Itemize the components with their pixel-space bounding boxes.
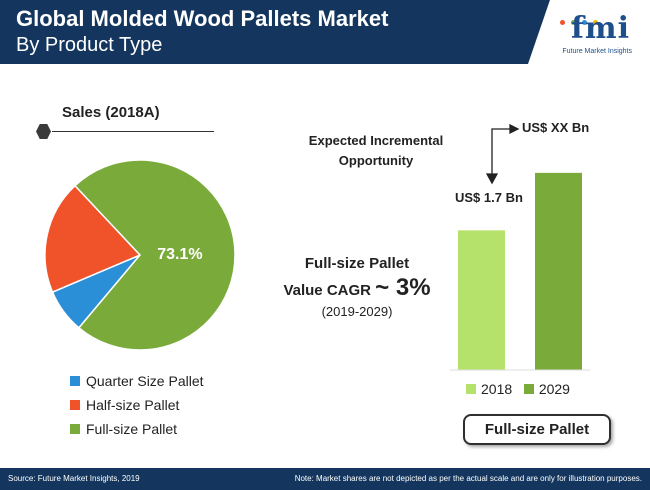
cagr-period: (2019-2029): [321, 304, 393, 319]
legend-swatch-2029: [523, 384, 534, 394]
logo-subtext: Future Market Insights: [562, 48, 632, 55]
legend-swatch-full: [70, 424, 80, 434]
logo-text: fmi: [570, 11, 630, 46]
legend-label-2018: 2018: [481, 381, 513, 397]
page-subtitle: By Product Type: [16, 34, 163, 56]
pie-data-label-full: 73.1%: [157, 246, 202, 263]
header-banner: Global Molded Wood Pallets Market By Pro…: [0, 0, 650, 64]
cagr-value: ~ 3%: [375, 274, 431, 301]
hexagon-bullet-icon: [36, 124, 51, 139]
cagr-segment: Full-size Pallet: [304, 255, 410, 272]
legend-item-full: Full-size Pallet: [70, 421, 177, 437]
incremental-line-2: Opportunity: [338, 153, 414, 168]
legend-swatch-half: [70, 400, 80, 410]
bar-data-label-2029: US$ XX Bn: [522, 120, 590, 135]
footer-note: Note: Market shares are not depicted as …: [294, 474, 642, 483]
legend-swatch-2018: [466, 384, 476, 394]
incremental-line-1: Expected Incremental: [308, 133, 444, 148]
bar-segment-label: Full-size Pallet: [463, 414, 611, 445]
footer-source: Source: Future Market Insights, 2019: [8, 474, 140, 483]
cagr-prefix: Value CAGR: [283, 282, 371, 299]
incremental-opportunity-label: Expected Incremental Opportunity: [306, 131, 446, 171]
legend-label-half: Half-size Pallet: [86, 397, 180, 413]
legend-label-quarter: Quarter Size Pallet: [86, 373, 204, 389]
footer: Source: Future Market Insights, 2019 Not…: [0, 468, 650, 490]
legend-swatch-quarter: [70, 376, 80, 386]
legend-item-quarter: Quarter Size Pallet: [70, 373, 204, 389]
bar-data-label-2018: US$ 1.7 Bn: [455, 190, 523, 205]
legend-label-2029: 2029: [538, 381, 570, 397]
pie-slice-full: [73, 159, 236, 351]
cagr-callout: Full-size Pallet Value CAGR ~ 3% (2019-2…: [262, 255, 452, 319]
legend-item-half: Half-size Pallet: [70, 397, 179, 413]
pie-slice-half: [44, 184, 142, 294]
page-title: Global Molded Wood Pallets Market: [16, 6, 389, 31]
cagr-value-line: Value CAGR ~ 3%: [262, 274, 452, 302]
bar-legend: 2018 2029: [466, 381, 570, 397]
bar-2018: [458, 230, 505, 370]
title-underline: [52, 131, 214, 132]
logo: fmi Future Market Insights: [528, 0, 650, 64]
pie-title: Sales (2018A): [62, 104, 160, 121]
legend-label-full: Full-size Pallet: [86, 421, 178, 437]
incremental-arrow-icon: [485, 123, 520, 185]
bar-2029: [535, 172, 582, 370]
logo-dots-icon: [560, 12, 620, 25]
